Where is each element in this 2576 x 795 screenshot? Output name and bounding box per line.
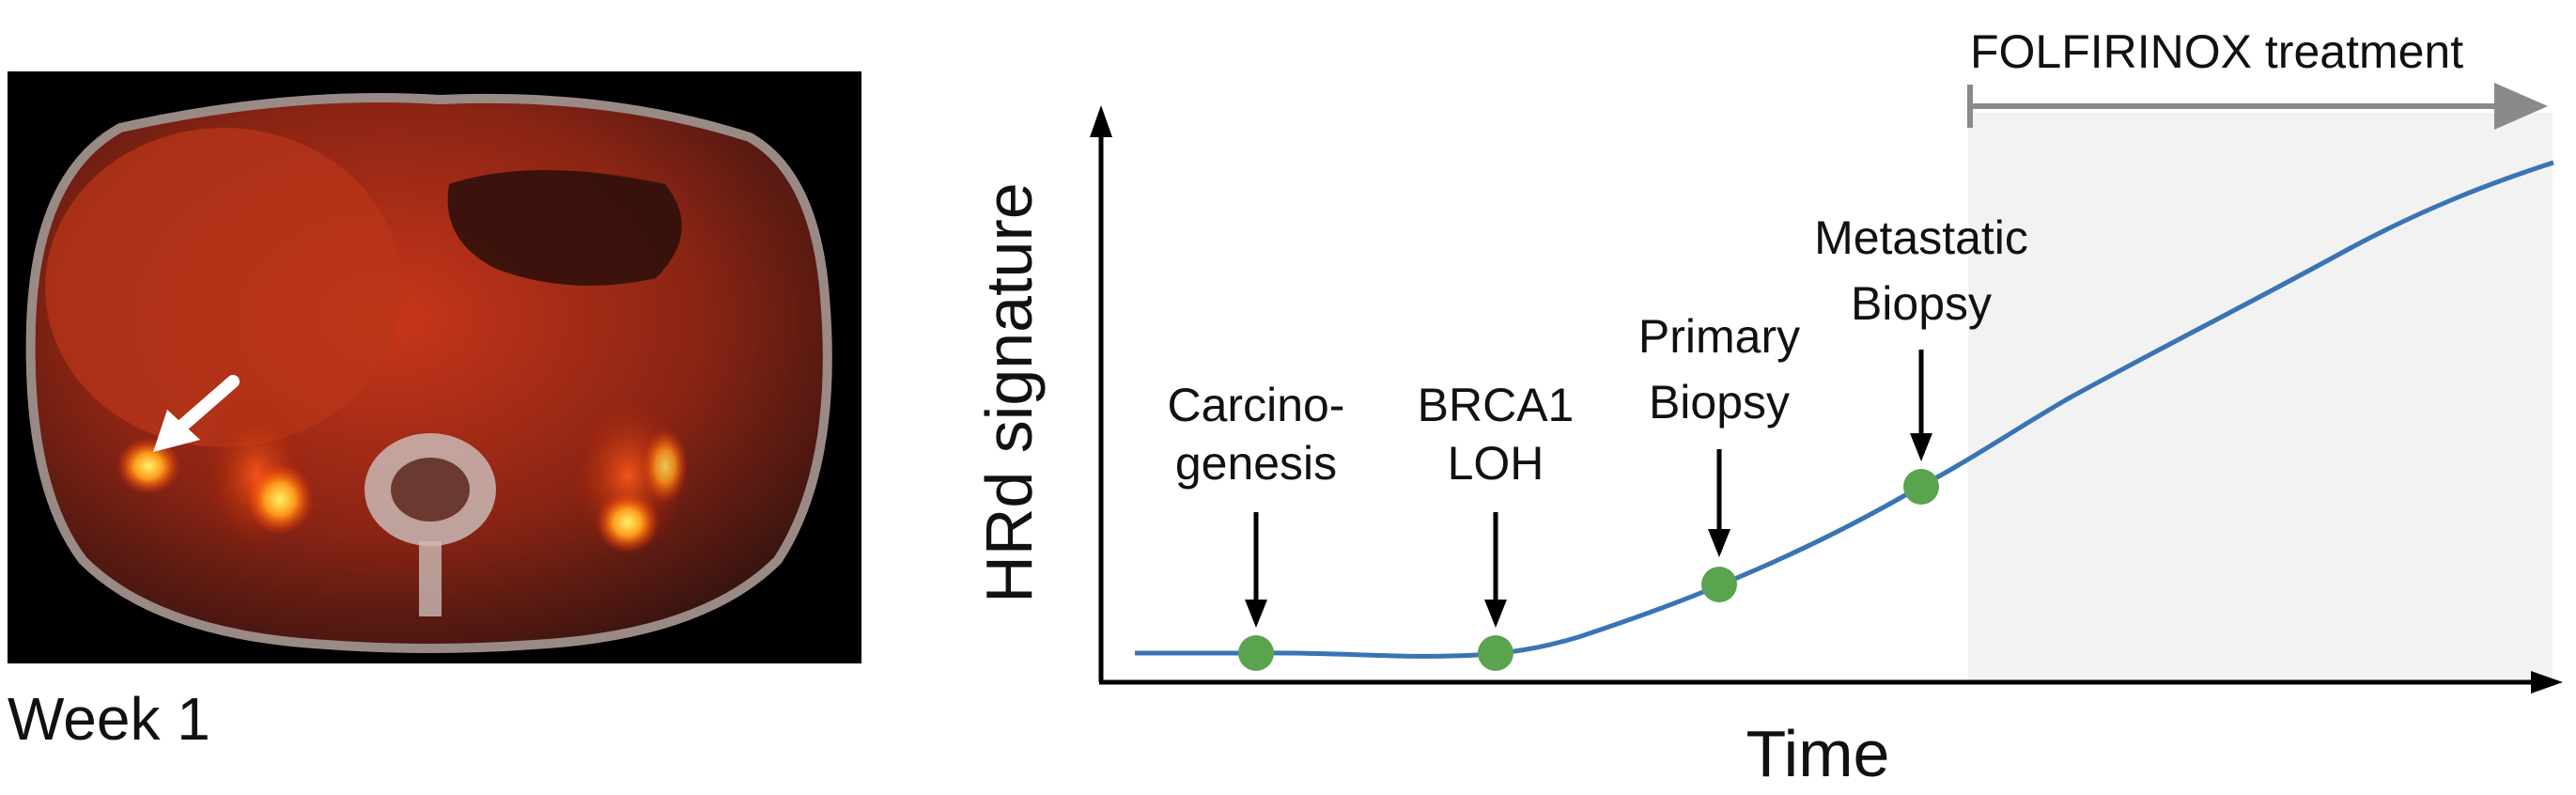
y-axis-label: HRd signature <box>972 182 1046 602</box>
event-marker <box>1478 635 1513 671</box>
event-label-line: genesis <box>1175 437 1337 490</box>
event-label-line: Metastatic <box>1814 211 2028 264</box>
event-label-line: Biopsy <box>1851 277 1992 330</box>
event-label-line: Biopsy <box>1649 376 1790 429</box>
hrd-signature-curve <box>1135 160 2554 659</box>
event-arrowhead <box>1910 433 1932 461</box>
event-label-line: BRCA1 <box>1418 379 1575 431</box>
y-axis-arrowhead <box>1090 105 1112 137</box>
event-label-line: LOH <box>1448 437 1544 490</box>
event-arrowhead <box>1245 600 1267 628</box>
event-primary-biopsy: Primary Biopsy <box>1638 310 1800 602</box>
x-axis-label: Time <box>1746 717 1890 790</box>
x-axis-arrowhead <box>2531 671 2563 694</box>
event-label-line: Carcino- <box>1168 379 1345 431</box>
treatment-label: FOLFIRINOX treatment <box>1970 25 2463 78</box>
axes <box>1090 105 2563 694</box>
scan-caption: Week 1 <box>8 685 210 753</box>
event-metastatic-biopsy: Metastatic Biopsy <box>1814 211 2028 505</box>
event-marker <box>1903 469 1939 505</box>
event-marker <box>1701 567 1737 602</box>
event-carcinogenesis: Carcino- genesis <box>1168 379 1345 671</box>
event-brca1-loh: BRCA1 LOH <box>1418 379 1575 671</box>
event-marker <box>1238 635 1274 671</box>
treatment-arrow <box>1967 83 2548 130</box>
treatment-period-shading <box>1968 113 2553 682</box>
event-arrowhead <box>1484 600 1507 628</box>
event-arrowhead <box>1708 529 1730 557</box>
white-arrow-icon <box>153 375 240 452</box>
event-label-line: Primary <box>1638 310 1800 363</box>
pet-ct-scan-image <box>8 71 861 663</box>
